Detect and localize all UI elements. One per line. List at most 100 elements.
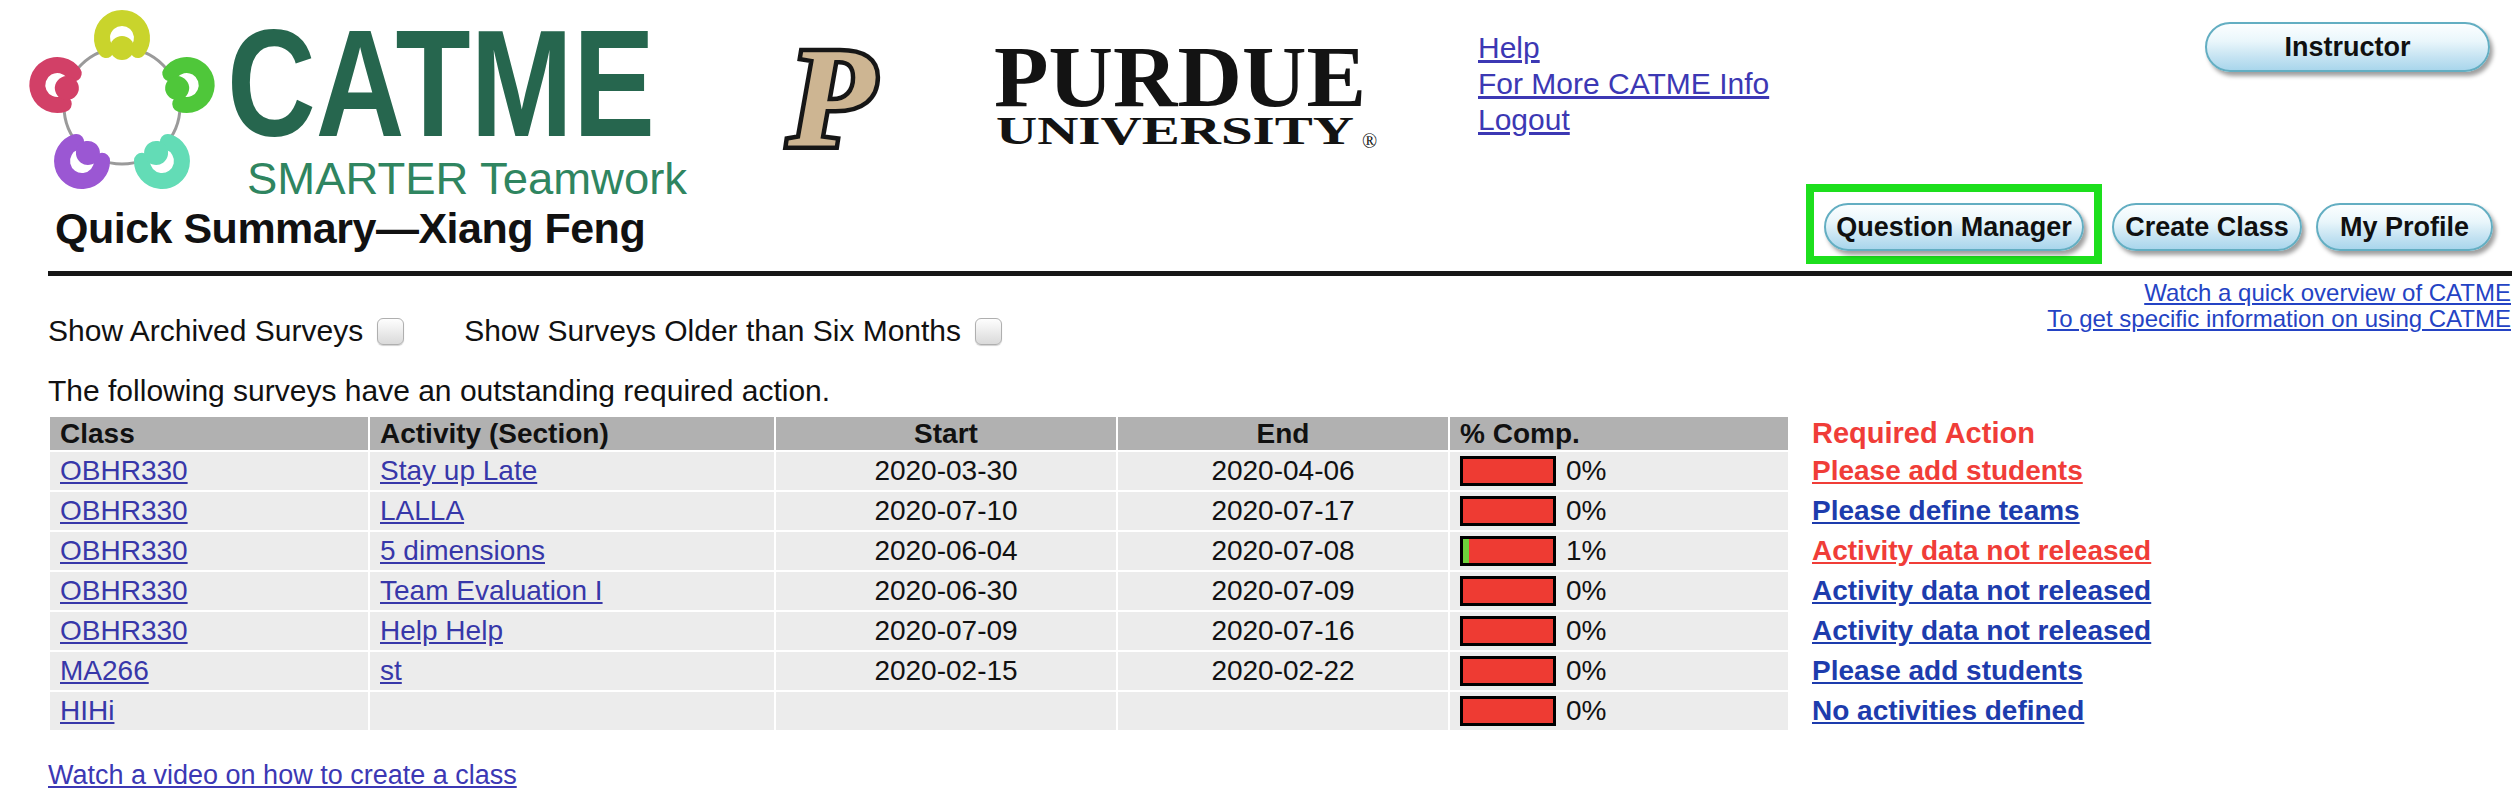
required-action-link[interactable]: Activity data not released: [1812, 615, 2151, 646]
survey-table-body: OBHR330 Stay up Late 2020-03-30 2020-04-…: [50, 452, 2322, 730]
nav-link-more-catme-info[interactable]: For More CATME Info: [1478, 66, 1769, 102]
activity-link[interactable]: LALLA: [380, 495, 464, 526]
start-cell: 2020-07-09: [776, 612, 1116, 650]
purdue-university-label: UNIVERSITY: [996, 108, 1354, 153]
progress-label: 0%: [1566, 655, 1606, 687]
required-action-link[interactable]: Activity data not released: [1812, 575, 2151, 606]
activity-link[interactable]: Stay up Late: [380, 455, 537, 486]
action-cell: Please define teams: [1790, 492, 2322, 530]
progress-label: 0%: [1566, 495, 1606, 527]
nav-link-help[interactable]: Help: [1478, 30, 1769, 66]
action-cell: Activity data not released: [1790, 612, 2322, 650]
activity-cell: LALLA: [370, 492, 774, 530]
action-cell: Activity data not released: [1790, 532, 2322, 570]
column-header-end: End: [1118, 417, 1448, 450]
instructor-button[interactable]: Instructor: [2205, 22, 2490, 72]
quick-link-specific-info[interactable]: To get specific information on using CAT…: [2047, 306, 2511, 332]
progress-bar: [1460, 576, 1556, 606]
action-cell: No activities defined: [1790, 692, 2322, 730]
purdue-p-icon: P: [787, 26, 876, 177]
activity-link[interactable]: st: [380, 655, 402, 686]
class-link[interactable]: HIHi: [60, 695, 114, 726]
filter-archived-label: Show Archived Surveys: [48, 314, 363, 348]
pct-cell: 0%: [1450, 572, 1788, 610]
class-link[interactable]: MA266: [60, 655, 149, 686]
class-cell: OBHR330: [50, 452, 368, 490]
class-link[interactable]: OBHR330: [60, 575, 188, 606]
question-manager-button[interactable]: Question Manager: [1824, 203, 2084, 251]
survey-table: Class Activity (Section) Start End % Com…: [48, 415, 2324, 732]
catme-subtitle: SMARTER Teamwork: [247, 153, 688, 204]
end-cell: 2020-07-08: [1118, 532, 1448, 570]
class-link[interactable]: OBHR330: [60, 615, 188, 646]
end-cell: 2020-04-06: [1118, 452, 1448, 490]
required-action-link[interactable]: Please define teams: [1812, 495, 2080, 526]
pct-cell: 0%: [1450, 612, 1788, 650]
purdue-logo: P PURDUE UNIVERSITY ®: [770, 26, 1430, 190]
table-row: OBHR330 Help Help 2020-07-09 2020-07-16 …: [50, 612, 2322, 650]
filter-older-label: Show Surveys Older than Six Months: [464, 314, 961, 348]
page-title: Quick Summary—Xiang Feng: [55, 204, 645, 253]
progress-label: 1%: [1566, 535, 1606, 567]
action-cell: Activity data not released: [1790, 572, 2322, 610]
progress-bar: [1460, 456, 1556, 486]
required-action-link[interactable]: Please add students: [1812, 455, 2083, 486]
progress-label: 0%: [1566, 575, 1606, 607]
activity-cell: [370, 692, 774, 730]
activity-link[interactable]: 5 dimensions: [380, 535, 545, 566]
pct-cell: 0%: [1450, 492, 1788, 530]
column-header-pct: % Comp.: [1450, 417, 1788, 450]
pct-cell: 0%: [1450, 452, 1788, 490]
header-divider: [48, 271, 2512, 276]
progress-bar: [1460, 536, 1556, 566]
activity-link[interactable]: Help Help: [380, 615, 503, 646]
required-action-link[interactable]: No activities defined: [1812, 695, 2084, 726]
pct-cell: 0%: [1450, 692, 1788, 730]
class-cell: HIHi: [50, 692, 368, 730]
activity-cell: Stay up Late: [370, 452, 774, 490]
filter-older-checkbox[interactable]: [975, 318, 1002, 345]
create-class-button[interactable]: Create Class: [2112, 203, 2302, 251]
class-cell: OBHR330: [50, 572, 368, 610]
table-row: OBHR330 Team Evaluation I 2020-06-30 202…: [50, 572, 2322, 610]
progress-label: 0%: [1566, 695, 1606, 727]
column-header-activity: Activity (Section): [370, 417, 774, 450]
footer-link-wrap: Watch a video on how to create a class: [48, 760, 517, 791]
progress-bar: [1460, 496, 1556, 526]
progress-label: 0%: [1566, 615, 1606, 647]
class-cell: OBHR330: [50, 532, 368, 570]
column-header-required-action: Required Action: [1790, 417, 2322, 450]
start-cell: 2020-06-04: [776, 532, 1116, 570]
filters-row: Show Archived Surveys Show Surveys Older…: [48, 314, 1002, 348]
catme-logo: CATME SMARTER Teamwork: [22, 4, 702, 213]
activity-cell: 5 dimensions: [370, 532, 774, 570]
nav-links: Help For More CATME Info Logout: [1478, 30, 1769, 138]
quick-link-overview[interactable]: Watch a quick overview of CATME: [2047, 280, 2511, 306]
create-class-video-link[interactable]: Watch a video on how to create a class: [48, 760, 517, 790]
end-cell: 2020-02-22: [1118, 652, 1448, 690]
class-cell: OBHR330: [50, 612, 368, 650]
required-action-link[interactable]: Activity data not released: [1812, 535, 2151, 566]
progress-bar: [1460, 656, 1556, 686]
class-cell: OBHR330: [50, 492, 368, 530]
column-header-start: Start: [776, 417, 1116, 450]
pct-cell: 0%: [1450, 652, 1788, 690]
purdue-registered-mark: ®: [1362, 130, 1377, 152]
start-cell: 2020-06-30: [776, 572, 1116, 610]
intro-text: The following surveys have an outstandin…: [48, 374, 830, 408]
nav-link-logout[interactable]: Logout: [1478, 102, 1769, 138]
end-cell: 2020-07-16: [1118, 612, 1448, 650]
end-cell: 2020-07-09: [1118, 572, 1448, 610]
start-cell: [776, 692, 1116, 730]
table-row: HIHi 0% No activities defined: [50, 692, 2322, 730]
activity-link[interactable]: Team Evaluation I: [380, 575, 603, 606]
required-action-link[interactable]: Please add students: [1812, 655, 2083, 686]
column-header-class: Class: [50, 417, 368, 450]
class-link[interactable]: OBHR330: [60, 535, 188, 566]
progress-label: 0%: [1566, 455, 1606, 487]
class-link[interactable]: OBHR330: [60, 495, 188, 526]
class-link[interactable]: OBHR330: [60, 455, 188, 486]
my-profile-button[interactable]: My Profile: [2316, 203, 2493, 251]
filter-archived-checkbox[interactable]: [377, 318, 404, 345]
progress-bar-green: [1463, 539, 1469, 563]
